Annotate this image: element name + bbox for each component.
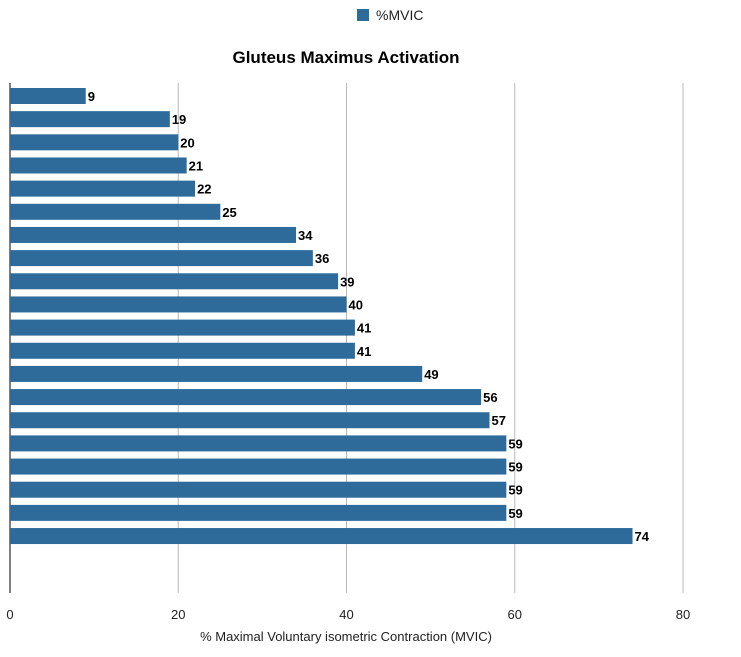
bar-value-label: 59 <box>508 506 522 521</box>
bar <box>10 458 507 475</box>
x-axis-label: % Maximal Voluntary isometric Contractio… <box>200 629 492 644</box>
bar <box>10 250 313 267</box>
bar <box>10 412 490 429</box>
bar-value-label: 9 <box>88 89 95 104</box>
bar <box>10 342 355 359</box>
bar <box>10 88 86 104</box>
x-tick-label: 20 <box>171 607 185 622</box>
bar-value-label: 25 <box>222 205 236 220</box>
bar <box>10 481 507 498</box>
bar <box>10 134 179 151</box>
x-tick-label: 40 <box>339 607 353 622</box>
bar-value-label: 49 <box>424 367 438 382</box>
bar <box>10 528 633 545</box>
x-tick-label: 60 <box>508 607 522 622</box>
bars <box>10 88 633 545</box>
bar <box>10 296 347 313</box>
bar-value-label: 59 <box>508 436 522 451</box>
bar-value-label: 19 <box>172 112 186 127</box>
bar <box>10 273 339 290</box>
bar-value-label: 59 <box>508 460 522 475</box>
bar <box>10 203 221 220</box>
bar-value-label: 40 <box>349 297 363 312</box>
bar-value-label: 20 <box>180 135 194 150</box>
bar-value-label: 41 <box>357 321 371 336</box>
x-tick-label: 0 <box>6 607 13 622</box>
bar <box>10 435 507 452</box>
bar <box>10 504 507 521</box>
bar <box>10 180 196 197</box>
chart-title: Gluteus Maximus Activation <box>232 48 459 67</box>
bar <box>10 226 297 243</box>
bar <box>10 111 170 128</box>
bar-value-label: 36 <box>315 251 329 266</box>
x-tick-labels: 0 20 40 60 80 <box>6 607 690 622</box>
legend-label: %MVIC <box>376 7 423 23</box>
bar <box>10 365 423 382</box>
x-tick-label: 80 <box>676 607 690 622</box>
bar-value-label: 39 <box>340 274 354 289</box>
bar-value-label: 21 <box>189 158 203 173</box>
bar <box>10 319 355 336</box>
bar-value-label: 57 <box>492 413 506 428</box>
legend: %MVIC <box>357 7 423 23</box>
bar-value-label: 41 <box>357 344 371 359</box>
bar-value-label: 56 <box>483 390 497 405</box>
legend-swatch <box>357 9 369 21</box>
bar-value-label: 34 <box>298 228 313 243</box>
bar-value-label: 59 <box>508 483 522 498</box>
bar-value-label: 74 <box>635 529 650 544</box>
bar-value-label: 22 <box>197 182 211 197</box>
bar <box>10 389 482 406</box>
bar <box>10 157 187 174</box>
